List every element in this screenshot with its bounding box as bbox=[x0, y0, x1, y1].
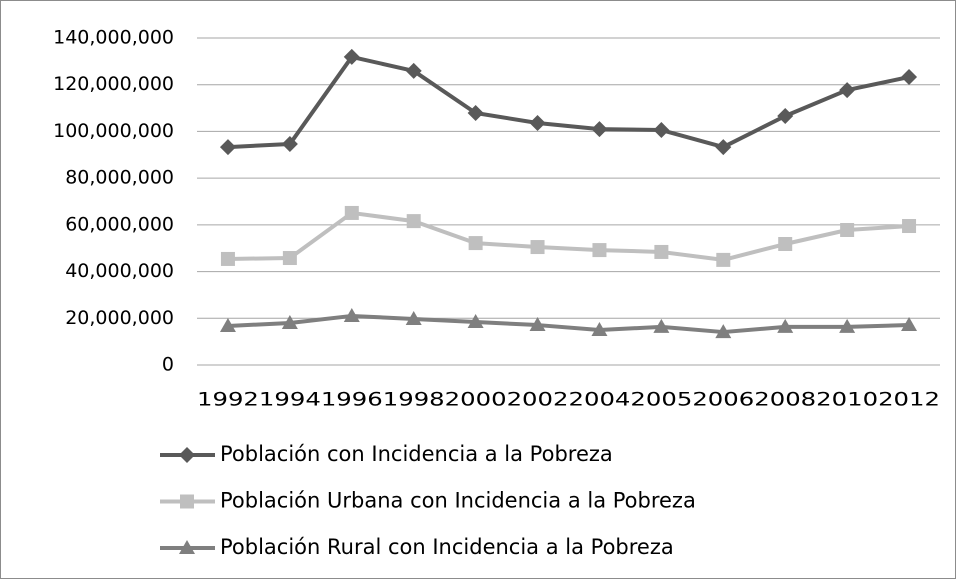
data-point bbox=[405, 62, 422, 79]
series-line bbox=[227, 54, 910, 150]
data-point bbox=[344, 205, 359, 220]
series-line bbox=[227, 313, 910, 335]
legend-marker bbox=[179, 447, 195, 463]
y-tick-label: 100,000,000 bbox=[53, 120, 174, 142]
legend-label: Población con Incidencia a la Pobreza bbox=[220, 442, 613, 466]
x-tick-label: 2005 bbox=[630, 389, 692, 411]
y-tick-label: 60,000,000 bbox=[65, 213, 174, 235]
y-tick-label: 0 bbox=[162, 354, 174, 376]
data-point bbox=[839, 82, 856, 99]
y-tick-label: 20,000,000 bbox=[65, 307, 174, 329]
x-tick-label: 2002 bbox=[507, 389, 569, 411]
data-point bbox=[716, 252, 731, 267]
y-tick-label: 40,000,000 bbox=[65, 260, 174, 282]
data-point bbox=[840, 222, 855, 237]
data-point bbox=[282, 251, 297, 266]
legend-label: Población Rural con Incidencia a la Pobr… bbox=[220, 535, 674, 559]
data-point bbox=[467, 104, 484, 121]
data-point bbox=[468, 236, 483, 251]
data-point bbox=[653, 122, 670, 139]
data-point bbox=[343, 48, 360, 65]
data-point bbox=[778, 237, 793, 252]
data-point bbox=[715, 139, 732, 156]
data-point bbox=[839, 318, 856, 333]
legend-marker bbox=[179, 540, 195, 554]
data-point bbox=[467, 314, 484, 329]
data-point bbox=[220, 251, 235, 266]
data-point bbox=[219, 139, 236, 156]
data-point bbox=[591, 321, 608, 336]
x-tick-label: 2000 bbox=[445, 389, 507, 411]
data-point bbox=[281, 314, 298, 329]
x-tick-label: 1994 bbox=[259, 389, 321, 411]
data-point bbox=[281, 136, 298, 153]
data-point bbox=[592, 243, 607, 258]
data-point bbox=[715, 324, 732, 339]
data-point bbox=[591, 121, 608, 138]
data-point bbox=[406, 214, 421, 229]
data-point bbox=[901, 69, 918, 86]
data-point bbox=[530, 240, 545, 255]
x-tick-label: 2010 bbox=[816, 389, 878, 411]
data-point bbox=[405, 310, 422, 325]
x-tick-label: 2012 bbox=[878, 389, 940, 411]
data-point bbox=[529, 317, 546, 332]
data-point bbox=[777, 108, 794, 125]
x-tick-label: 2004 bbox=[569, 389, 631, 411]
x-tick-label: 1996 bbox=[321, 389, 383, 411]
legend-marker bbox=[180, 494, 194, 509]
y-tick-label: 80,000,000 bbox=[65, 167, 174, 189]
x-tick-label: 1992 bbox=[197, 389, 259, 411]
legend-label: Población Urbana con Incidencia a la Pob… bbox=[220, 489, 696, 513]
x-tick-label: 2008 bbox=[754, 389, 816, 411]
series-line bbox=[227, 210, 910, 262]
data-point bbox=[529, 115, 546, 132]
x-tick-label: 1998 bbox=[383, 389, 445, 411]
data-point bbox=[343, 307, 360, 322]
data-point bbox=[901, 317, 918, 332]
y-tick-label: 120,000,000 bbox=[53, 73, 174, 95]
data-point bbox=[654, 244, 669, 259]
x-tick-label: 2006 bbox=[692, 389, 754, 411]
data-point bbox=[653, 318, 670, 333]
data-point bbox=[777, 318, 794, 333]
y-tick-label: 140,000,000 bbox=[53, 27, 174, 49]
data-point bbox=[902, 219, 917, 234]
data-point bbox=[219, 317, 236, 332]
